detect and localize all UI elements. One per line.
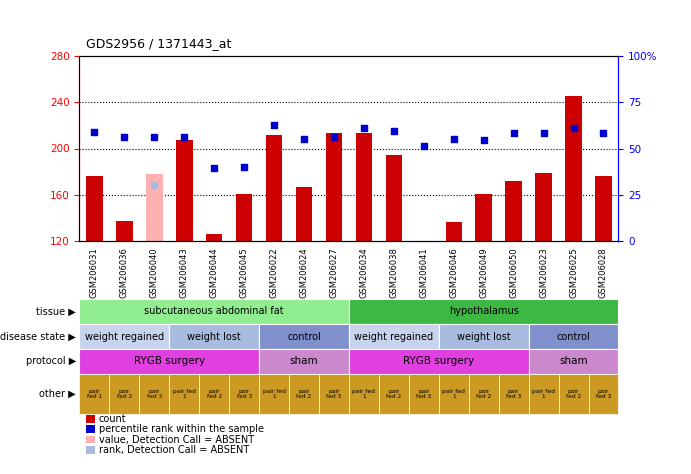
Bar (176, 140, 193, 241)
Bar (236, 193, 252, 241)
Text: hypothalamus: hypothalamus (448, 307, 519, 317)
Text: percentile rank within the sample: percentile rank within the sample (99, 424, 264, 434)
Text: other ▶: other ▶ (39, 389, 76, 399)
Text: pair
fed 3: pair fed 3 (506, 389, 521, 400)
Text: count: count (99, 414, 126, 424)
Point (359, 124, 370, 131)
Point (478, 137, 489, 144)
Text: pair
fed 3: pair fed 3 (416, 389, 431, 400)
Text: pair
fed 2: pair fed 2 (207, 389, 222, 400)
Text: pair
fed 2: pair fed 2 (386, 389, 401, 400)
Text: control: control (557, 331, 590, 341)
Text: weight regained: weight regained (85, 331, 164, 341)
Text: pair
fed 2: pair fed 2 (296, 389, 312, 400)
Bar (415, 241, 432, 242)
Text: pair
fed 2: pair fed 2 (117, 389, 132, 400)
Point (149, 133, 160, 141)
Text: sham: sham (559, 356, 588, 366)
Text: pair
fed 3: pair fed 3 (146, 389, 162, 400)
Bar (116, 221, 133, 241)
Point (209, 164, 220, 172)
Bar (356, 134, 372, 241)
Point (119, 133, 130, 141)
Text: pair
fed 3: pair fed 3 (326, 389, 341, 400)
Bar (86, 176, 103, 241)
Bar (266, 135, 283, 241)
Point (388, 128, 399, 135)
Bar (296, 187, 312, 241)
Bar (206, 234, 223, 241)
Text: pair
fed 3: pair fed 3 (596, 389, 611, 400)
Text: rank, Detection Call = ABSENT: rank, Detection Call = ABSENT (99, 445, 249, 455)
Text: RYGB surgery: RYGB surgery (404, 356, 474, 366)
Point (538, 130, 549, 137)
Text: disease state ▶: disease state ▶ (0, 331, 76, 341)
Text: weight lost: weight lost (457, 331, 511, 341)
Bar (386, 155, 402, 241)
Text: pair
fed 2: pair fed 2 (476, 389, 491, 400)
Point (328, 133, 339, 141)
Bar (146, 174, 162, 241)
Bar (565, 97, 582, 241)
Bar (595, 176, 612, 241)
Text: pair
fed 1: pair fed 1 (87, 389, 102, 400)
Text: pair fed
1: pair fed 1 (263, 389, 285, 400)
Bar (505, 181, 522, 241)
Bar (325, 134, 342, 241)
Bar (446, 222, 462, 241)
Point (269, 122, 280, 129)
Point (418, 142, 429, 150)
Text: pair
fed 3: pair fed 3 (236, 389, 252, 400)
Text: control: control (287, 331, 321, 341)
Bar (475, 193, 492, 241)
Text: weight regained: weight regained (354, 331, 433, 341)
Text: weight lost: weight lost (187, 331, 241, 341)
Text: pair
fed 2: pair fed 2 (566, 389, 581, 400)
Text: protocol ▶: protocol ▶ (26, 356, 76, 366)
Text: pair fed
1: pair fed 1 (442, 389, 465, 400)
Text: pair fed
1: pair fed 1 (532, 389, 555, 400)
Point (149, 182, 160, 189)
Text: sham: sham (290, 356, 319, 366)
Point (89, 128, 100, 136)
Bar (536, 173, 552, 241)
Point (179, 133, 190, 141)
Point (299, 136, 310, 143)
Text: GDS2956 / 1371443_at: GDS2956 / 1371443_at (86, 37, 231, 51)
Point (568, 124, 579, 131)
Text: subcutaneous abdominal fat: subcutaneous abdominal fat (144, 307, 284, 317)
Text: pair fed
1: pair fed 1 (173, 389, 196, 400)
Point (448, 136, 460, 143)
Text: value, Detection Call = ABSENT: value, Detection Call = ABSENT (99, 435, 254, 445)
Text: RYGB surgery: RYGB surgery (134, 356, 205, 366)
Point (508, 130, 519, 137)
Point (238, 163, 249, 171)
Text: pair fed
1: pair fed 1 (352, 389, 375, 400)
Point (598, 130, 609, 137)
Text: tissue ▶: tissue ▶ (36, 307, 76, 317)
